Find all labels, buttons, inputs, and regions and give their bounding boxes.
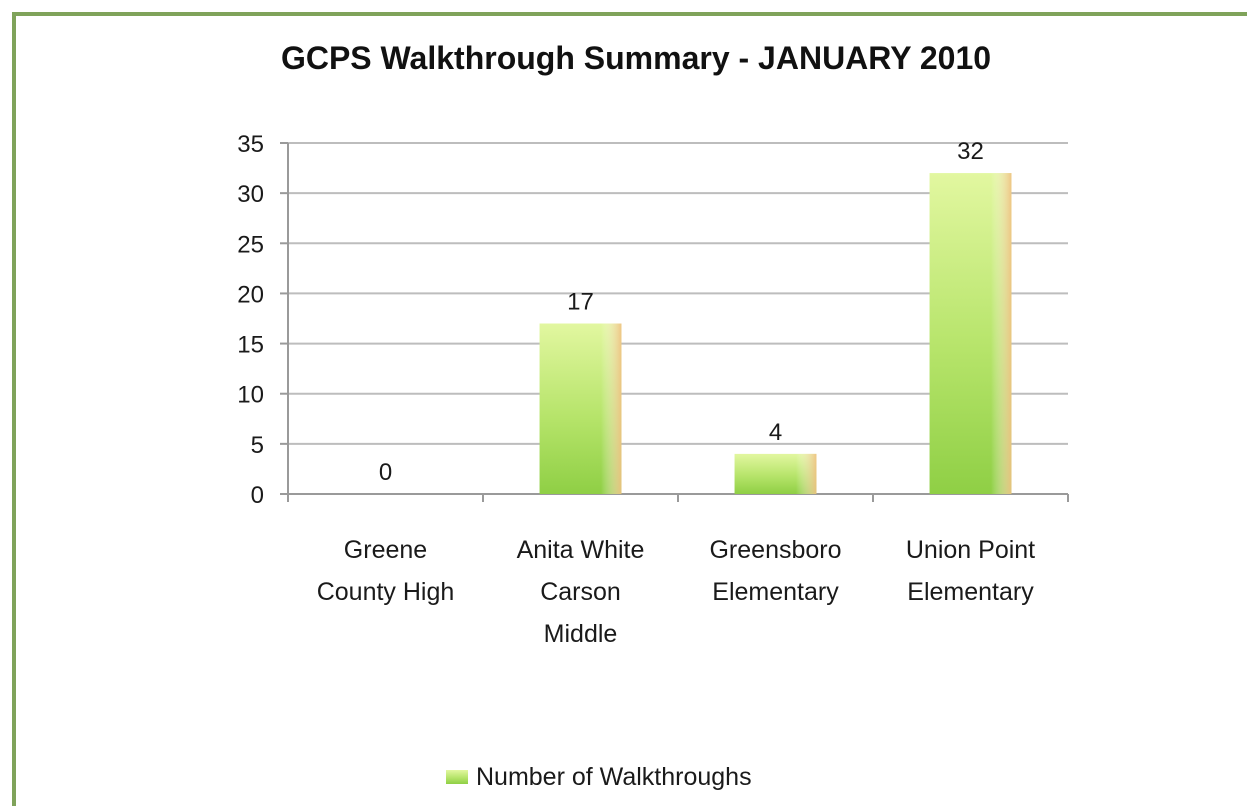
x-category-label: Union Point [906, 536, 1035, 564]
y-tick-label: 20 [237, 281, 264, 308]
x-category-label: Middle [544, 620, 618, 648]
bars [539, 173, 1012, 495]
x-category-label: Anita White [517, 536, 645, 564]
x-category-label: Elementary [907, 578, 1034, 606]
x-category-label: Elementary [712, 578, 839, 606]
bar-shading [734, 453, 817, 494]
y-axis-tick-labels: 0 5 10 15 20 25 30 35 [237, 131, 264, 509]
x-category-label: Greensboro [709, 536, 841, 564]
legend-label: Number of Walkthroughs [476, 762, 752, 791]
y-tick-label: 0 [251, 482, 264, 509]
y-tick-label: 30 [237, 181, 264, 208]
bar-shading [929, 173, 1012, 495]
data-labels: 0 17 4 32 [379, 138, 984, 486]
data-label: 0 [379, 459, 392, 486]
y-tick-label: 15 [237, 332, 264, 359]
legend: Number of Walkthroughs [446, 762, 752, 792]
x-category-label: Carson [540, 578, 621, 606]
y-tick-label: 25 [237, 231, 264, 258]
y-tick-label: 35 [237, 131, 264, 158]
y-tick-label: 10 [237, 382, 264, 409]
data-label: 4 [769, 419, 782, 446]
legend-swatch [446, 770, 468, 784]
x-axis-category-labels: Greene County High Anita White Carson Middle… [317, 536, 1035, 648]
x-category-label: County High [317, 578, 455, 606]
bar-shading [539, 323, 622, 494]
y-tick-label: 5 [251, 432, 264, 459]
x-category-label: Greene [344, 536, 427, 564]
data-label: 32 [957, 138, 984, 165]
chart-title: GCPS Walkthrough Summary - JANUARY 2010 [280, 40, 992, 76]
chart-frame [12, 12, 1243, 806]
data-label: 17 [567, 289, 594, 316]
